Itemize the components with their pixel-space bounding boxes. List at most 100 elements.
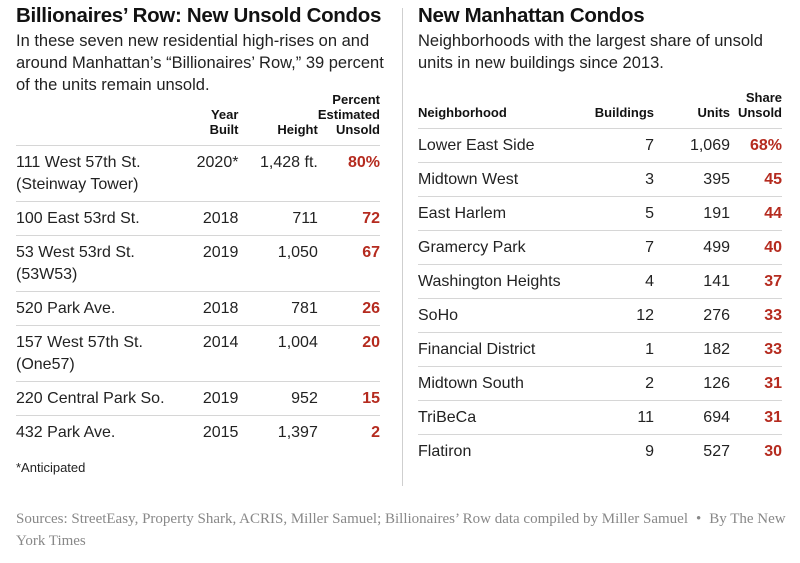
year-built: 2018 [180,291,249,326]
units-count: 191 [668,196,730,231]
table-header-row: Year Built Height Percent Estimated Unso… [16,92,380,146]
table-header-row: Neighborhood Buildings Units Share Unsol… [418,90,782,129]
year-built: 2015 [180,415,249,449]
separator-dot: • [695,511,702,527]
table-row: 111 West 57th St. (Steinway Tower) 2020* 1… [16,145,380,202]
left-description: In these seven new residential high-rise… [16,32,384,94]
header-units: Units [697,105,731,120]
table-row: East Harlem 5 191 44 [418,196,782,231]
table-row: Flatiron 9 527 30 [418,434,782,468]
byline: By The New York Times [16,511,786,549]
manhattan-condos-panel: New Manhattan Condos Neighborhoods with … [418,0,788,468]
share-unsold: 45 [730,162,782,197]
table-row: 53 West 53rd St. (53W53) 2019 1,050 67 [16,235,380,292]
units-count: 126 [668,366,730,401]
units-count: 694 [668,400,730,435]
units-count: 276 [668,298,730,333]
header-percent-unsold: Percent Estimated Unsold [317,92,380,137]
billionaires-row-panel: Billionaires’ Row: New Unsold Condos In … [16,0,394,475]
building-name: 53 West 53rd St. (53W53) [16,235,181,292]
table-row: Midtown West 3 395 45 [418,162,782,197]
share-unsold: 33 [730,332,782,367]
neighborhood-name: Gramercy Park [418,230,588,265]
neighborhood-name: East Harlem [418,196,588,231]
share-unsold: 33 [730,298,782,333]
units-count: 395 [668,162,730,197]
header-neighborhood: Neighborhood [418,105,507,120]
units-count: 499 [668,230,730,265]
share-unsold: 68% [730,128,782,163]
height: 1,428 ft. [248,145,318,202]
neighborhood-name: Washington Heights [418,264,588,299]
share-unsold: 31 [730,400,782,435]
header-building [16,92,181,146]
panel-divider [402,8,403,486]
table-row: Midtown South 2 126 31 [418,366,782,401]
percent-unsold: 80% [317,145,380,202]
table-row: Washington Heights 4 141 37 [418,264,782,299]
units-count: 1,069 [668,128,730,163]
height: 952 [248,381,318,416]
right-description: Neighborhoods with the largest share of … [418,32,763,72]
height: 711 [248,201,318,236]
neighborhood-name: Financial District [418,332,588,367]
source-text: Sources: StreetEasy, Property Shark, ACR… [16,511,688,527]
height: 1,050 [248,235,318,292]
buildings-count: 5 [588,196,668,231]
year-built: 2019 [180,381,249,416]
neighborhood-name: Flatiron [418,434,588,468]
building-name: 111 West 57th St. (Steinway Tower) [16,145,181,202]
buildings-count: 2 [588,366,668,401]
building-name: 100 East 53rd St. [16,201,181,236]
percent-unsold: 72 [317,201,380,236]
table-row: 520 Park Ave. 2018 781 26 [16,291,380,326]
table-row: TriBeCa 11 694 31 [418,400,782,435]
buildings-count: 7 [588,230,668,265]
header-share-unsold: Share Unsold [737,90,782,120]
neighborhood-table: Neighborhood Buildings Units Share Unsol… [418,90,782,468]
header-buildings: Buildings [594,105,654,120]
billionaires-row-table: Year Built Height Percent Estimated Unso… [16,92,380,449]
right-title: New Manhattan Condos [418,4,645,27]
table-row: Financial District 1 182 33 [418,332,782,367]
neighborhood-name: SoHo [418,298,588,333]
table-row: 100 East 53rd St. 2018 711 72 [16,201,380,236]
neighborhood-name: TriBeCa [418,400,588,435]
building-name: 432 Park Ave. [16,415,181,449]
building-name: 520 Park Ave. [16,291,181,326]
table-row: 432 Park Ave. 2015 1,397 2 [16,415,380,449]
percent-unsold: 2 [317,415,380,449]
height: 1,397 [248,415,318,449]
percent-unsold: 15 [317,381,380,416]
buildings-count: 11 [588,400,668,435]
header-height: Height [277,122,318,137]
year-built: 2019 [180,235,249,292]
height: 1,004 [248,325,318,382]
table-row: 220 Central Park So. 2019 952 15 [16,381,380,416]
neighborhood-name: Midtown South [418,366,588,401]
buildings-count: 12 [588,298,668,333]
table-row: SoHo 12 276 33 [418,298,782,333]
left-title: Billionaires’ Row: New Unsold Condos [16,4,382,27]
percent-unsold: 26 [317,291,380,326]
neighborhood-name: Midtown West [418,162,588,197]
units-count: 182 [668,332,730,367]
buildings-count: 4 [588,264,668,299]
building-name: 220 Central Park So. [16,381,181,416]
share-unsold: 31 [730,366,782,401]
table-row: Gramercy Park 7 499 40 [418,230,782,265]
units-count: 141 [668,264,730,299]
share-unsold: 40 [730,230,782,265]
building-name: 157 West 57th St. (One57) [16,325,181,382]
height: 781 [248,291,318,326]
buildings-count: 3 [588,162,668,197]
header-year-built: Year Built [209,107,239,137]
buildings-count: 1 [588,332,668,367]
buildings-count: 9 [588,434,668,468]
percent-unsold: 67 [317,235,380,292]
percent-unsold: 20 [317,325,380,382]
year-built: 2018 [180,201,249,236]
footnote: *Anticipated [16,460,86,475]
year-built: 2014 [180,325,249,382]
buildings-count: 7 [588,128,668,163]
